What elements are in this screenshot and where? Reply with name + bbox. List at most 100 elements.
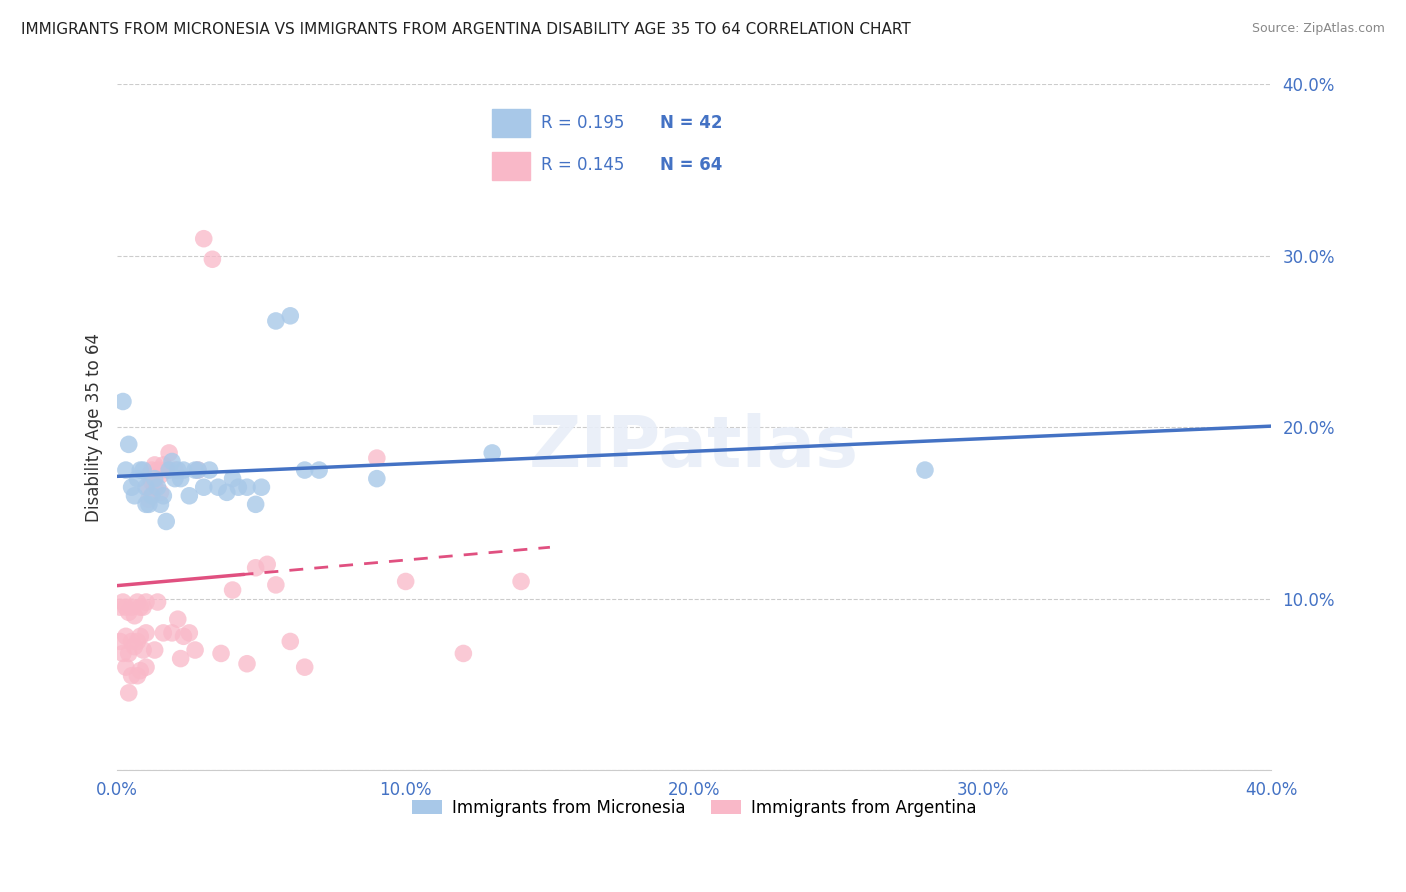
Point xyxy=(221,582,243,597)
Point xyxy=(135,497,157,511)
Point xyxy=(124,640,146,654)
Text: ZIPatlas: ZIPatlas xyxy=(529,413,859,483)
Point xyxy=(124,489,146,503)
Point xyxy=(215,485,238,500)
Point xyxy=(129,664,152,678)
Point xyxy=(143,480,166,494)
Point xyxy=(278,309,301,323)
Point xyxy=(111,394,134,409)
Point xyxy=(152,489,174,503)
Point xyxy=(184,463,207,477)
Point xyxy=(187,463,209,477)
Point xyxy=(245,497,267,511)
Point xyxy=(236,657,259,671)
Point xyxy=(481,446,503,460)
Point xyxy=(207,480,229,494)
Point xyxy=(121,669,143,683)
Point xyxy=(193,480,215,494)
Point xyxy=(169,472,191,486)
Point xyxy=(157,446,180,460)
Point xyxy=(146,463,169,477)
Point xyxy=(108,634,131,648)
Point xyxy=(366,472,388,486)
Y-axis label: Disability Age 35 to 64: Disability Age 35 to 64 xyxy=(86,333,103,522)
Point xyxy=(294,463,316,477)
Point xyxy=(141,475,163,489)
Text: Source: ZipAtlas.com: Source: ZipAtlas.com xyxy=(1251,22,1385,36)
Point xyxy=(143,643,166,657)
Point xyxy=(179,489,201,503)
Point xyxy=(121,634,143,648)
Point xyxy=(149,497,172,511)
Point xyxy=(118,686,141,700)
Point xyxy=(149,485,172,500)
Point xyxy=(127,595,149,609)
Point xyxy=(221,472,243,486)
Point xyxy=(366,451,388,466)
Point xyxy=(146,480,169,494)
Point xyxy=(160,454,183,468)
Point xyxy=(187,463,209,477)
Point xyxy=(129,463,152,477)
Point xyxy=(152,458,174,472)
Point xyxy=(264,578,287,592)
Point xyxy=(135,480,157,494)
Point xyxy=(155,463,177,477)
Point xyxy=(143,458,166,472)
Point xyxy=(395,574,418,589)
Point xyxy=(160,626,183,640)
Point xyxy=(155,515,177,529)
Point xyxy=(138,497,160,511)
Point xyxy=(157,463,180,477)
Point xyxy=(129,600,152,615)
Point xyxy=(294,660,316,674)
Point xyxy=(163,463,186,477)
Point xyxy=(135,595,157,609)
Point xyxy=(132,600,155,615)
Point xyxy=(132,463,155,477)
Point xyxy=(169,651,191,665)
Point xyxy=(129,629,152,643)
Point xyxy=(146,595,169,609)
Point xyxy=(138,468,160,483)
Point xyxy=(163,472,186,486)
Point xyxy=(121,480,143,494)
Point xyxy=(278,634,301,648)
Point xyxy=(914,463,936,477)
Point xyxy=(118,647,141,661)
Point xyxy=(111,647,134,661)
Point xyxy=(256,558,278,572)
Point xyxy=(250,480,273,494)
Point xyxy=(141,489,163,503)
Point xyxy=(121,600,143,615)
Point xyxy=(118,437,141,451)
Point xyxy=(179,626,201,640)
Point xyxy=(115,600,138,615)
Point xyxy=(166,463,188,477)
Point xyxy=(193,232,215,246)
Point xyxy=(132,643,155,657)
Point xyxy=(510,574,533,589)
Point xyxy=(115,463,138,477)
Point xyxy=(198,463,221,477)
Point xyxy=(138,492,160,507)
Point xyxy=(138,480,160,494)
Point xyxy=(149,468,172,483)
Point xyxy=(228,480,250,494)
Point xyxy=(127,472,149,486)
Point xyxy=(118,605,141,619)
Point xyxy=(127,634,149,648)
Point xyxy=(201,252,224,267)
Text: IMMIGRANTS FROM MICRONESIA VS IMMIGRANTS FROM ARGENTINA DISABILITY AGE 35 TO 64 : IMMIGRANTS FROM MICRONESIA VS IMMIGRANTS… xyxy=(21,22,911,37)
Point xyxy=(166,612,188,626)
Point xyxy=(173,463,195,477)
Point xyxy=(108,600,131,615)
Point xyxy=(184,643,207,657)
Point xyxy=(236,480,259,494)
Point xyxy=(141,463,163,477)
Point xyxy=(115,660,138,674)
Legend: Immigrants from Micronesia, Immigrants from Argentina: Immigrants from Micronesia, Immigrants f… xyxy=(405,792,983,823)
Point xyxy=(245,561,267,575)
Point xyxy=(143,472,166,486)
Point xyxy=(124,608,146,623)
